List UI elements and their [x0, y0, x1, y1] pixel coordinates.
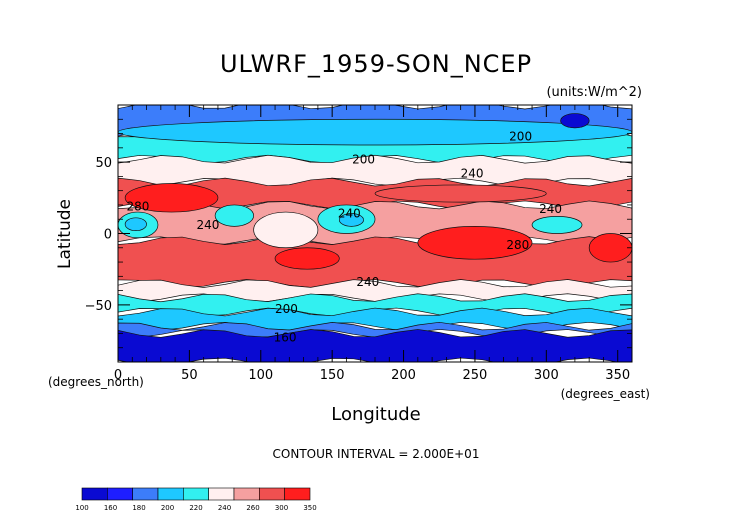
- colorbar-label: 220: [189, 504, 202, 512]
- blob-africa-core: [124, 217, 147, 231]
- contour-interval-text: CONTOUR INTERVAL = 2.000E+01: [273, 447, 480, 461]
- contour-label: 200: [509, 129, 532, 143]
- x-tick-label: 250: [463, 368, 488, 383]
- blob-n-atlantic-blue: [118, 118, 632, 146]
- blob-warm-pool-core: [338, 213, 364, 227]
- contour-label: 160: [274, 331, 297, 345]
- colorbar-label: 300: [275, 504, 288, 512]
- colorbar: 100 160 180 200 220 240 260 300 350: [75, 487, 317, 512]
- colorbar-swatch: [132, 487, 159, 501]
- chart-title: ULWRF_1959-SON_NCEP: [220, 50, 532, 78]
- x-tick-label: 150: [320, 368, 345, 383]
- blob-arctic-dark: [560, 113, 590, 129]
- blob-s-atl-hot: [588, 233, 632, 263]
- blob-maritime-cold: [253, 211, 319, 249]
- colorbar-swatch: [233, 487, 260, 501]
- blob-s-africa-hot: [274, 247, 340, 270]
- units-label: (units:W/m^2): [546, 85, 642, 100]
- colorbar-label: 240: [218, 504, 231, 512]
- x-tick-label: 50: [181, 368, 198, 383]
- colorbar-swatch: [284, 487, 311, 501]
- contour-label: 280: [506, 238, 529, 252]
- plot-area: 0 50 100 150 200 250 300 350 50 0 −50 200 200 240 280 2…: [85, 104, 633, 383]
- x-tick-label: 0: [114, 368, 122, 383]
- colorbar-label: 180: [132, 504, 145, 512]
- colorbar-swatch: [183, 487, 209, 501]
- colorbar-swatch: [107, 487, 133, 501]
- x-tick-label: 100: [248, 368, 273, 383]
- x-tick-label: 350: [605, 368, 630, 383]
- y-tick-label: 0: [104, 228, 112, 243]
- blob-pac-warm-n: [374, 184, 547, 203]
- contour-label: 280: [127, 199, 150, 213]
- y-unit-label: (degrees_north): [48, 375, 144, 389]
- colorbar-label: 350: [303, 504, 316, 512]
- band-antarctic: [118, 329, 632, 362]
- colorbar-label: 200: [161, 504, 174, 512]
- contour-label: 200: [275, 302, 298, 316]
- blob-atl-cold: [531, 216, 583, 234]
- contour-label: 240: [196, 218, 219, 232]
- x-tick-label: 200: [391, 368, 416, 383]
- colorbar-label: 160: [104, 504, 117, 512]
- colorbar-swatch: [208, 487, 235, 501]
- blob-africa-hot: [124, 183, 219, 213]
- y-tick-label: 50: [95, 156, 112, 171]
- x-tick-label: 300: [534, 368, 559, 383]
- colorbar-label: 100: [75, 504, 88, 512]
- y-axis-label: Latitude: [55, 199, 75, 269]
- blob-india-cold: [214, 204, 254, 227]
- contour-label: 200: [352, 152, 375, 166]
- x-unit-label: (degrees_east): [561, 387, 650, 401]
- colorbar-label: 260: [246, 504, 259, 512]
- colorbar-swatch: [81, 487, 108, 501]
- colorbar-swatch: [157, 487, 184, 501]
- x-axis-label: Longitude: [331, 404, 421, 425]
- contour-label: 240: [338, 207, 361, 221]
- field: [118, 105, 632, 362]
- contour-label: 240: [539, 202, 562, 216]
- contour-label: 240: [356, 275, 379, 289]
- blob-south-pac-hot: [417, 226, 533, 260]
- contour-label: 240: [461, 167, 484, 181]
- y-tick-label: −50: [85, 299, 112, 314]
- colorbar-swatch: [259, 487, 285, 501]
